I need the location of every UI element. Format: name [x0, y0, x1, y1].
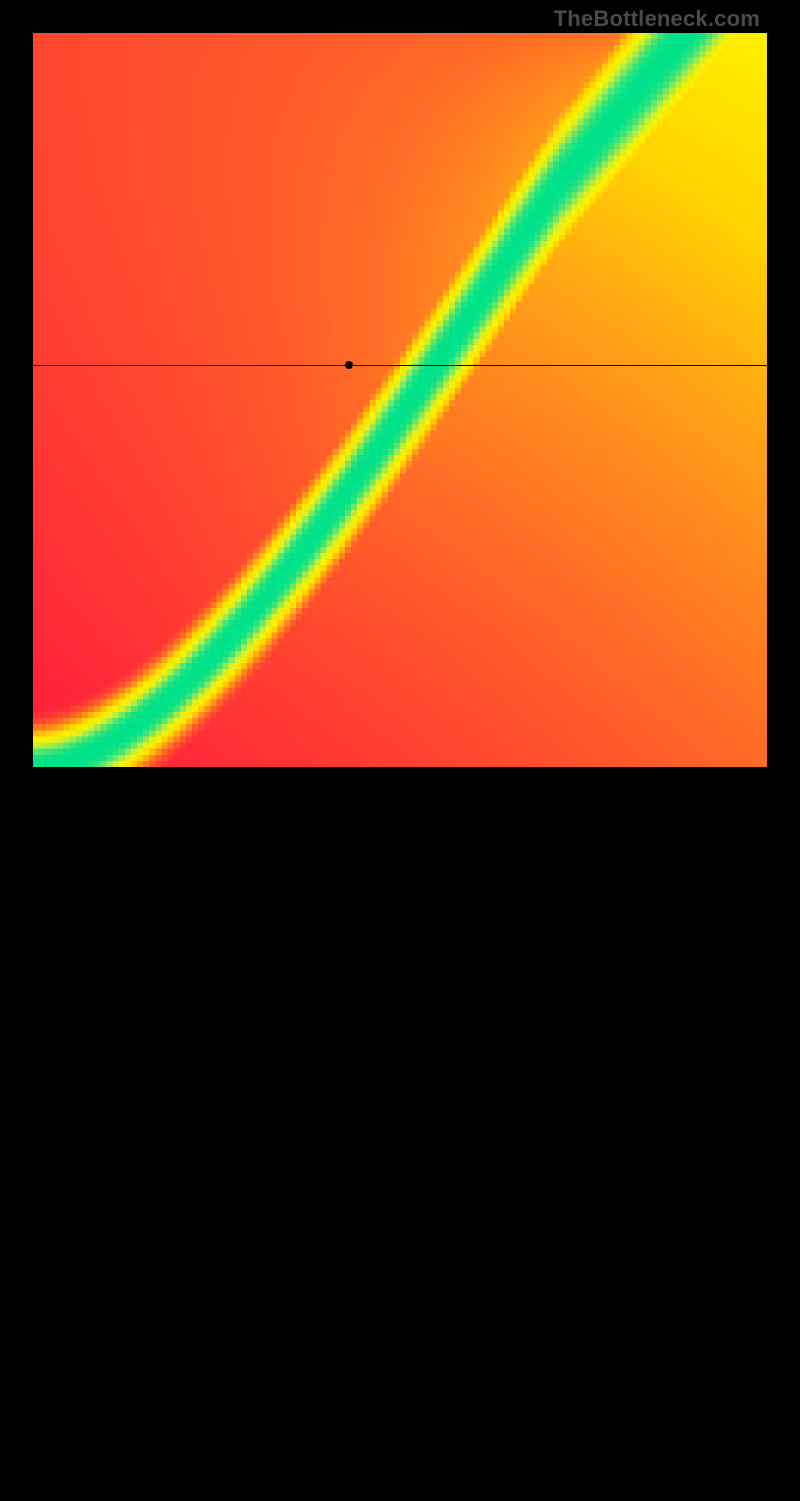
crosshair-horizontal	[33, 365, 767, 366]
watermark-text: TheBottleneck.com	[554, 6, 760, 32]
heatmap-canvas	[33, 33, 767, 767]
crosshair-marker	[345, 361, 353, 369]
heatmap-plot	[33, 33, 767, 767]
crosshair-vertical	[349, 767, 350, 1501]
